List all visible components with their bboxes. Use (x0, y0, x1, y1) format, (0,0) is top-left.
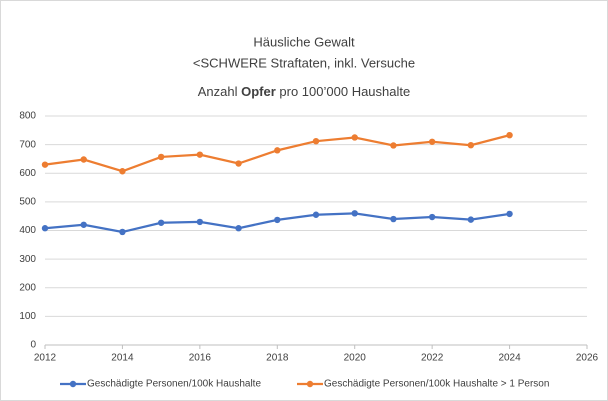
legend-label: Geschädigte Personen/100k Haushalte > 1 … (324, 379, 549, 390)
subtitle-part: Opfer (241, 84, 276, 99)
y-tick-label: 500 (19, 197, 36, 208)
data-point (196, 218, 204, 226)
y-tick-label: 700 (19, 139, 36, 150)
x-tick-label: 2018 (266, 353, 289, 364)
data-point (80, 156, 87, 163)
data-point (390, 215, 397, 223)
data-point (390, 142, 397, 149)
data-point (274, 216, 281, 224)
y-tick-label: 300 (19, 254, 36, 265)
x-tick-label: 2020 (344, 353, 367, 364)
data-point (506, 210, 513, 218)
data-point (351, 210, 358, 217)
data-point (274, 147, 281, 154)
y-tick-label: 0 (30, 340, 36, 351)
data-point (312, 137, 320, 145)
y-tick-label: 800 (19, 111, 36, 122)
data-point (80, 221, 87, 228)
data-point (196, 151, 204, 158)
subtitle-part: Anzahl (198, 84, 241, 99)
chart-subtitle-2: Anzahl Opfer pro 100’000 Haushalte (198, 84, 410, 99)
y-tick-label: 100 (19, 311, 36, 322)
data-point (351, 134, 358, 141)
data-point (312, 211, 320, 218)
legend-marker (69, 380, 77, 388)
data-point (428, 138, 436, 145)
data-point (157, 219, 165, 226)
x-tick-label: 2026 (576, 353, 599, 364)
legend-label: Geschädigte Personen/100k Haushalte (87, 379, 261, 390)
x-tick-label: 2022 (421, 353, 444, 364)
y-tick-label: 200 (19, 282, 36, 293)
x-tick-label: 2012 (34, 353, 57, 364)
data-point (467, 216, 475, 223)
legend-marker (306, 380, 314, 388)
subtitle-part: pro 100’000 Haushalte (276, 84, 410, 99)
x-tick-label: 2014 (111, 353, 134, 364)
data-point (119, 228, 126, 236)
data-point (41, 225, 49, 232)
data-point (119, 168, 126, 175)
chart-subtitle: <SCHWERE Straftaten, inkl. Versuche (193, 55, 415, 70)
x-tick-label: 2016 (189, 353, 212, 364)
x-tick-label: 2024 (498, 353, 521, 364)
data-point (41, 161, 49, 168)
y-tick-label: 600 (19, 168, 36, 179)
data-point (467, 141, 475, 149)
chart-title: Häusliche Gewalt (253, 34, 355, 49)
data-point (235, 225, 242, 232)
data-point (157, 153, 165, 161)
data-point (506, 131, 513, 139)
data-point (428, 213, 436, 221)
y-tick-label: 400 (19, 225, 36, 236)
data-point (235, 160, 242, 167)
